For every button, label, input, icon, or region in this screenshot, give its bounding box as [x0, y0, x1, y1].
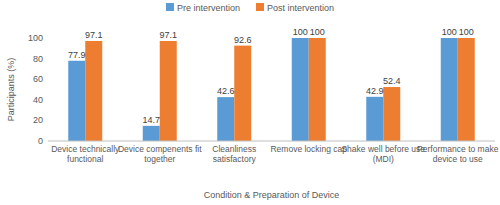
- data-label: 92.6: [234, 35, 252, 45]
- data-labels: 77.9 14.7 42.6 100 42.9 100 97.1 97.1 92.6 100 52.…: [68, 27, 474, 125]
- y-tick-label: 60: [33, 74, 43, 84]
- bar: [217, 97, 234, 141]
- y-tick-label: 40: [33, 95, 43, 105]
- chart: 0 20 40 60 80 100 Participants (%) 77.9 14.7 42.6…: [0, 0, 500, 205]
- y-tick: [45, 141, 48, 142]
- legend: Pre intervention Post intervention: [166, 3, 334, 13]
- bar: [160, 41, 177, 141]
- data-label: 100: [442, 27, 457, 37]
- data-label: 97.1: [85, 30, 103, 40]
- x-tick-label: Remove locking cap: [270, 144, 347, 154]
- x-axis-label: Condition & Preparation of Device: [204, 190, 340, 200]
- x-tick-label: Shake well before use(MDI): [341, 144, 425, 164]
- x-tick-label: Device compenents fittogether: [118, 144, 202, 164]
- label-line: Performance to make: [417, 144, 499, 154]
- y-tick-label: 0: [38, 136, 43, 146]
- data-label: 77.9: [68, 50, 86, 60]
- data-label: 100: [459, 27, 474, 37]
- y-tick: [45, 79, 48, 80]
- label-line: Cleanliness: [212, 144, 256, 154]
- y-tick: [45, 120, 48, 121]
- label-line: Remove locking cap: [270, 144, 347, 154]
- data-label: 100: [310, 27, 325, 37]
- bar: [458, 38, 475, 141]
- bars: [68, 38, 475, 141]
- bar: [68, 61, 85, 141]
- x-tick-label: Cleanlinesssatisfactory: [212, 144, 256, 164]
- bar: [383, 87, 400, 141]
- label-line: Device compenents fit: [118, 144, 202, 154]
- bar: [143, 126, 160, 141]
- data-label: 14.7: [142, 115, 160, 125]
- label-line: (MDI): [373, 154, 394, 164]
- y-tick: [45, 99, 48, 100]
- bar: [441, 38, 458, 141]
- data-label: 100: [293, 27, 308, 37]
- bar: [85, 41, 102, 141]
- label-line: Device technically: [51, 144, 120, 154]
- legend-label: Pre intervention: [177, 3, 240, 13]
- legend-swatch: [166, 3, 174, 11]
- x-tick-label: Performance to makedevice to use: [417, 144, 499, 164]
- label-line: device to use: [433, 154, 483, 164]
- legend-swatch: [256, 3, 264, 11]
- bar: [234, 46, 251, 141]
- label-line: satisfactory: [213, 154, 257, 164]
- data-label: 42.9: [366, 86, 384, 96]
- y-tick: [45, 58, 48, 59]
- bar: [309, 38, 326, 141]
- x-axis-line: [48, 141, 495, 142]
- y-tick-label: 100: [28, 33, 43, 43]
- data-label: 52.4: [383, 76, 401, 86]
- y-tick: [45, 38, 48, 39]
- data-label: 97.1: [159, 30, 177, 40]
- y-axis-label: Participants (%): [6, 58, 16, 122]
- data-label: 42.6: [217, 86, 235, 96]
- y-tick-label: 20: [33, 115, 43, 125]
- x-tick-label: Device technicallyfunctional: [51, 144, 120, 164]
- bar: [292, 38, 309, 141]
- y-tick-label: 80: [33, 54, 43, 64]
- label-line: Shake well before use: [341, 144, 425, 154]
- legend-label: Post intervention: [267, 3, 334, 13]
- label-line: together: [144, 154, 175, 164]
- label-line: functional: [67, 154, 103, 164]
- bar: [366, 97, 383, 141]
